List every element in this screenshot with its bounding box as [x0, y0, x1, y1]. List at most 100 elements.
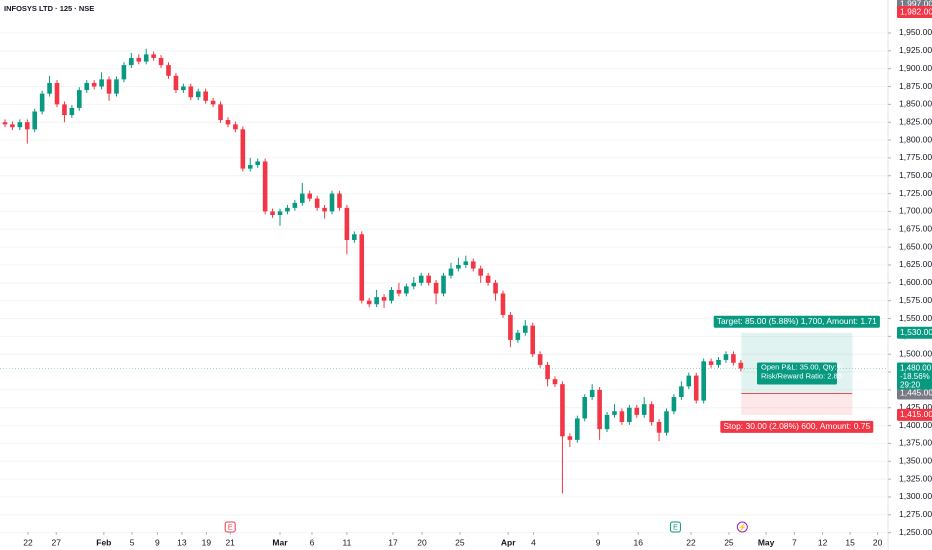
candle-body [426, 275, 431, 283]
chart-title: INFOSYS LTD · 125 · NSE [4, 4, 94, 13]
y-tick-label: 1,950.00 [899, 27, 932, 37]
candle-body [515, 332, 521, 340]
candle-body [612, 411, 617, 415]
candle-body [597, 389, 602, 430]
x-tick-label: 7 [792, 537, 797, 547]
y-tick-label: 1,675.00 [899, 224, 932, 234]
candle-body [10, 124, 15, 128]
candle-body [166, 65, 171, 76]
stop-label-bg [720, 420, 874, 433]
candle-body [84, 82, 90, 91]
x-tick-label: 22 [23, 537, 33, 547]
candle-body [396, 289, 402, 294]
y-tick-label: 1,850.00 [899, 99, 932, 109]
current-price-tag-bg [897, 362, 932, 390]
x-tick-label: Apr [501, 537, 516, 547]
candle-body [188, 86, 194, 98]
x-tick-label: 20 [873, 537, 883, 547]
candle-body [701, 361, 706, 401]
candle-body [270, 211, 275, 216]
candle-body [604, 414, 610, 430]
event-label: E [673, 524, 678, 531]
candle-body [500, 293, 506, 315]
candle-body [441, 275, 446, 294]
candle-body [32, 111, 38, 130]
x-tick-label: 13 [177, 537, 187, 547]
y-tick-label: 1,275.00 [899, 509, 932, 519]
candle-body [738, 362, 744, 369]
target-label-text: Target: 85.00 (5.88%) 1,700, Amount: 1.7… [717, 316, 877, 326]
candle-body [552, 379, 558, 385]
target-label-bg [713, 315, 880, 328]
x-tick-label: 20 [417, 537, 427, 547]
candle-body [522, 325, 528, 333]
candle-body [404, 286, 409, 294]
x-tick-label: 12 [818, 537, 828, 547]
candle-body [537, 354, 543, 365]
current-price-tag-text: 29:20 [900, 381, 921, 390]
candle-body [575, 418, 580, 440]
candle-body [433, 282, 439, 294]
y-tick-label: 1,800.00 [899, 134, 932, 144]
candle-body [255, 161, 260, 166]
candle-body [716, 359, 721, 365]
candle-body [411, 282, 417, 287]
candle-body [181, 86, 186, 91]
event-marker [669, 521, 681, 533]
candle-body [560, 384, 565, 437]
candle-body [114, 79, 119, 94]
candle-body [54, 82, 60, 105]
candle-body [329, 193, 335, 212]
current-price-tag-text: 1,480.00 [900, 364, 932, 373]
candle-body [656, 422, 662, 433]
x-tick-label: 9 [596, 537, 601, 547]
y-tick-label: 1,550.00 [899, 313, 932, 323]
candle-body [99, 79, 104, 87]
y-tick-label: 1,400.00 [899, 420, 932, 430]
x-tick-label: 6 [310, 537, 315, 547]
candle-body [106, 79, 112, 94]
x-tick-label: 15 [845, 537, 855, 547]
pnl-label-text: Risk/Reward Ratio: 2.83 [761, 371, 842, 380]
candle-body [24, 122, 30, 130]
y-tick-label: 1,500.00 [899, 348, 932, 358]
candle-body [129, 57, 134, 66]
candle-body [195, 91, 201, 98]
x-tick-label: 21 [225, 537, 235, 547]
pnl-label-bg [757, 362, 837, 385]
target-price-tag-text: 1,530.00 [900, 327, 932, 337]
x-tick-label: 16 [634, 537, 644, 547]
pinned-price-tag-bg [897, 6, 932, 18]
candle-body [664, 411, 669, 433]
candle-body [203, 91, 208, 101]
candle-body [545, 364, 550, 380]
candle-body [17, 122, 23, 128]
x-tick-label: 22 [686, 537, 696, 547]
candle-body [121, 65, 127, 80]
candle-body [344, 207, 350, 240]
candle-body [322, 207, 327, 212]
x-tick-label: 27 [52, 537, 62, 547]
y-tick-label: 1,375.00 [899, 438, 932, 448]
current-price-tag: 1,480.00-18.56%29:20 [897, 362, 932, 390]
candle-body [143, 54, 149, 62]
candle-body [627, 407, 632, 423]
candle-body [679, 386, 684, 398]
entry-price-tag-bg [897, 387, 932, 400]
y-tick-label: 1,725.00 [899, 188, 932, 198]
candle-body [508, 314, 513, 340]
candle-body [91, 82, 97, 87]
candle-body [448, 268, 454, 276]
pinned-price-tag: 1,982.00 [897, 6, 932, 18]
x-tick-label: Feb [96, 537, 111, 547]
candle-body [47, 82, 52, 94]
candle-body [619, 411, 625, 423]
candle-body [158, 57, 164, 66]
candle-body [493, 282, 498, 294]
candle-body [381, 297, 387, 301]
candle-body [210, 100, 216, 105]
pinned-price-tag-text: 1,982.00 [900, 6, 932, 16]
candle-body [463, 261, 469, 265]
x-tick-label: 19 [202, 537, 212, 547]
